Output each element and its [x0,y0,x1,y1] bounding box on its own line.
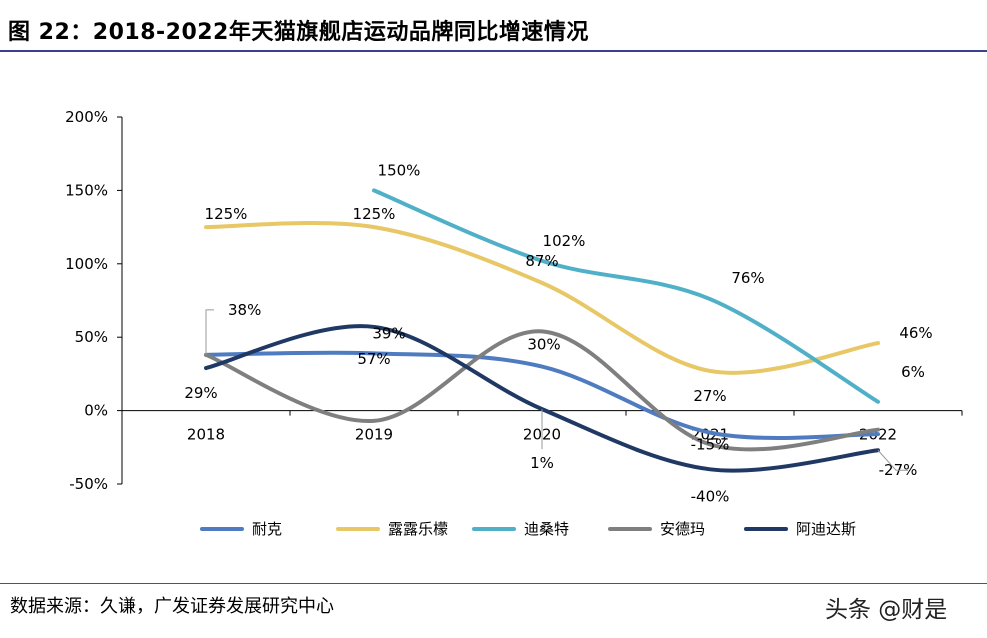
data-label-adidas: 57% [357,350,390,368]
legend-swatch-lululemon [336,526,380,531]
series-line-nike [204,350,880,440]
y-tick-label: 150% [65,181,108,199]
legend-label-under-armour: 安德玛 [660,520,706,538]
series-line-lululemon [204,220,880,375]
series-line-under-armour [204,329,880,452]
leader-line-adidas-2022 [877,449,908,471]
title-divider [0,50,987,52]
line-chart: -50%0%50%100%150%200%2018 2019 2020 2021 202… [65,108,963,505]
legend-label-lululemon: 露露乐檬 [388,520,449,538]
legend-swatch-nike [200,526,244,531]
source-note: 数据来源：久谦，广发证券发展研究中心 [10,596,334,617]
legend-item-under-armour: 安德玛 [608,518,744,539]
data-label-adidas: 1% [530,454,554,472]
footer-divider [0,583,987,584]
data-label-lululemon: 125% [353,205,396,223]
y-tick-label: 200% [65,108,108,126]
data-label-nike: 38% [228,301,261,319]
legend-swatch-under-armour [608,526,652,531]
leader-line-nike-2018 [205,309,214,355]
legend-item-nike: 耐克 [200,518,336,539]
data-label-lululemon: 87% [525,252,558,270]
data-label-lululemon: 27% [693,387,726,405]
data-label-descente: 6% [901,363,925,381]
x-tick-label: 2019 [355,426,393,444]
y-tick-label: 0% [84,402,108,420]
data-label-adidas: 29% [184,384,217,402]
data-label-nike: 39% [372,324,405,342]
legend-item-descente: 迪桑特 [472,518,608,539]
chart-legend: 耐克 露露乐檬 迪桑特 安德玛 阿迪达斯 [200,518,880,539]
data-label-descente: 76% [731,269,764,287]
watermark: 头条 @财是 [825,597,948,623]
legend-label-nike: 耐克 [252,520,283,538]
data-label-nike: -15% [691,436,730,454]
data-label-adidas: -40% [691,487,730,505]
chart-title: 图 22：2018-2022年天猫旗舰店运动品牌同比增速情况 [8,20,589,45]
y-tick-label: 50% [75,328,108,346]
legend-item-adidas: 阿迪达斯 [744,518,880,539]
legend-label-adidas: 阿迪达斯 [796,520,857,538]
data-label-descente: 150% [378,161,421,179]
y-tick-label: -50% [69,475,108,493]
legend-label-descente: 迪桑特 [524,520,570,538]
data-label-nike: 30% [527,336,560,354]
legend-item-lululemon: 露露乐檬 [336,518,472,539]
data-label-descente: 102% [543,232,586,250]
y-tick-label: 100% [65,255,108,273]
legend-swatch-descente [472,526,516,531]
series-line-descente [372,188,880,404]
legend-swatch-adidas [744,526,788,531]
data-label-lululemon: 125% [205,205,248,223]
data-label-lululemon: 46% [899,324,932,342]
x-tick-label: 2018 [187,426,225,444]
